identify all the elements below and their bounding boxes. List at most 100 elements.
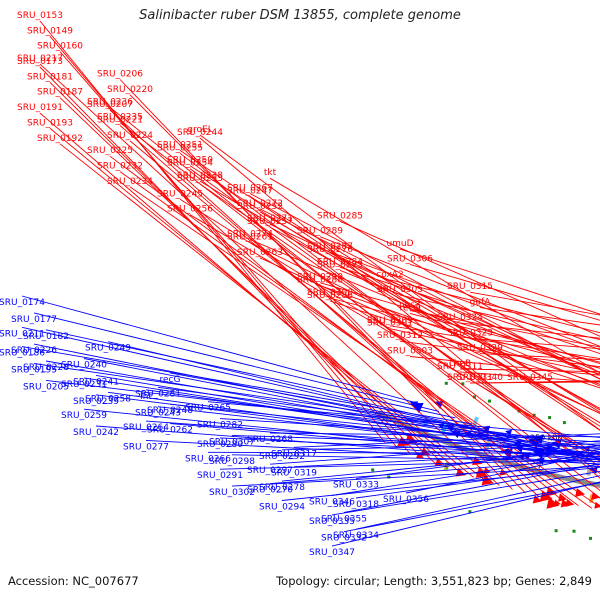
forward-gene-label: SRU_0311 bbox=[437, 362, 483, 372]
reverse-leader-line bbox=[169, 423, 600, 461]
reverse-gene-label: SRU_0319 bbox=[271, 469, 317, 479]
forward-gene-label: SRU_0331 bbox=[447, 373, 493, 383]
reverse-leader-line bbox=[231, 434, 600, 448]
forward-gene-label: SRU_0263 bbox=[237, 248, 283, 258]
green-marker bbox=[371, 468, 375, 472]
reverse-leader-line bbox=[331, 481, 600, 547]
reverse-leader-line bbox=[207, 401, 600, 438]
forward-gene-arrow bbox=[565, 498, 575, 507]
marker-layer bbox=[371, 381, 592, 540]
forward-leader-line bbox=[389, 279, 600, 334]
reverse-gene-label: SRU_0297 bbox=[247, 466, 293, 476]
forward-gene-label: SRU_0232 bbox=[97, 162, 143, 172]
reverse-gene-label: SRU_0182 bbox=[23, 332, 69, 342]
forward-gene-label: SRU_0289 bbox=[297, 227, 343, 237]
reverse-gene-label: SRU_0280 bbox=[197, 440, 243, 450]
forward-leader-line bbox=[259, 257, 600, 414]
forward-leader-line bbox=[319, 236, 600, 347]
forward-gene-label: SRU_0244 bbox=[177, 128, 223, 138]
reverse-gene-label: SRU_0186 bbox=[0, 349, 45, 359]
forward-leader-line bbox=[269, 226, 600, 409]
forward-gene-label: SRU_0251 bbox=[157, 140, 203, 150]
reverse-leader-line bbox=[293, 451, 600, 468]
forward-leader-line bbox=[399, 248, 600, 315]
forward-leader-line bbox=[259, 211, 600, 411]
forward-leader-line bbox=[119, 79, 513, 490]
reverse-leader-line bbox=[219, 418, 600, 443]
forward-leader-line bbox=[129, 140, 566, 504]
forward-leader-line bbox=[339, 269, 600, 376]
reverse-gene-label: SRU_0292 bbox=[259, 452, 305, 462]
reverse-gene-label: SRU_0307 bbox=[209, 437, 255, 447]
forward-gene-label: SRU_0238 bbox=[177, 171, 223, 181]
reverse-gene-label: SRU_0291 bbox=[197, 471, 243, 481]
forward-gene-label: SRU_0173 bbox=[17, 57, 63, 67]
forward-gene-label: SRU_0217 bbox=[17, 54, 63, 64]
forward-gene-label: umuD bbox=[386, 239, 413, 249]
forward-leader-line bbox=[409, 263, 600, 321]
reverse-gene-label: SRU_0355 bbox=[321, 514, 367, 524]
reverse-leader-line bbox=[405, 452, 600, 494]
reverse-gene-label: SRU_0262 bbox=[147, 426, 193, 436]
forward-gene-label: SRU_0300 bbox=[307, 288, 353, 298]
forward-gene-label: SRU_0247 bbox=[227, 186, 273, 196]
reverse-gene-label: SRU_0334 bbox=[333, 531, 379, 541]
forward-leader-line bbox=[39, 66, 423, 460]
green-marker bbox=[444, 381, 448, 385]
forward-leader-line bbox=[409, 312, 600, 363]
forward-gene-arrow bbox=[558, 493, 568, 502]
reverse-gene-label: SRU_0226 bbox=[11, 346, 57, 356]
reverse-leader-line bbox=[343, 482, 600, 533]
forward-leader-line bbox=[109, 109, 540, 497]
forward-leader-line bbox=[329, 297, 600, 369]
green-marker bbox=[554, 529, 558, 533]
reverse-leader-line bbox=[145, 389, 600, 456]
forward-leader-line bbox=[269, 177, 600, 374]
forward-gene-label: SRU_0225 bbox=[87, 146, 133, 156]
forward-gene-label: SRU_0323 bbox=[447, 328, 493, 338]
forward-gene-arrow bbox=[415, 451, 424, 459]
forward-gene-label: SRU_0306 bbox=[387, 254, 433, 264]
green-marker bbox=[488, 399, 491, 403]
forward-gene-label: SRU_0153 bbox=[17, 11, 63, 21]
forward-leader-line bbox=[199, 180, 600, 424]
reverse-gene-label: SRU_0346 bbox=[309, 498, 355, 508]
reverse-leader-line bbox=[21, 295, 423, 406]
forward-leader-line bbox=[49, 36, 398, 449]
reverse-leader-line bbox=[331, 471, 600, 516]
reverse-leader-line bbox=[269, 432, 600, 438]
reverse-gene-label: SRU_0270 bbox=[247, 486, 293, 496]
forward-gene-label: SRU_0221 bbox=[97, 116, 143, 126]
forward-gene-label: SRU_0220 bbox=[107, 85, 153, 95]
forward-gene-arrow bbox=[546, 497, 560, 509]
forward-gene-label: SRU_0254 bbox=[167, 159, 213, 169]
reverse-leader-line bbox=[95, 374, 600, 460]
forward-gene-label: gufA bbox=[470, 298, 492, 308]
reverse-leader-line bbox=[107, 341, 600, 459]
forward-gene-label: SRU_0301 bbox=[367, 319, 413, 329]
reverse-leader-line bbox=[231, 465, 600, 487]
forward-leader-line bbox=[249, 193, 600, 380]
reverse-gene-label: SRU_0240 bbox=[61, 361, 107, 371]
forward-gene-label: SRU_0256 bbox=[167, 205, 213, 215]
reverse-leader-line bbox=[33, 363, 489, 431]
forward-gene-label: SRU_0309 bbox=[367, 316, 413, 326]
reverse-gene-label: SRU_0282 bbox=[197, 421, 243, 431]
forward-leader-line bbox=[469, 337, 600, 350]
forward-leader-line bbox=[339, 266, 600, 355]
reverse-gene-label: SRU_0268 bbox=[247, 435, 293, 445]
gene-label-layer: SRU_0153 SRU_0149 SRU_0160 SRU_0173 SRU_0181… bbox=[0, 11, 553, 558]
reverse-gene-label: SRU_0317 bbox=[271, 449, 317, 459]
reverse-gene-label: SRU_0243 bbox=[135, 409, 181, 419]
forward-gene-label: SRU_0305 bbox=[377, 285, 423, 295]
forward-gene-label: SRU_0303 bbox=[387, 347, 433, 357]
green-marker bbox=[461, 382, 465, 386]
forward-gene-label: SRU_0181 bbox=[27, 72, 73, 82]
green-marker bbox=[589, 536, 592, 540]
forward-gene-label: SRU_0276 bbox=[307, 245, 353, 255]
forward-gene-label: SRU_0285 bbox=[317, 211, 363, 221]
reverse-gene-label: SRU_0356 bbox=[383, 495, 429, 505]
forward-gene-label: SRU_0312 bbox=[377, 331, 423, 341]
forward-leader-line bbox=[459, 368, 600, 373]
